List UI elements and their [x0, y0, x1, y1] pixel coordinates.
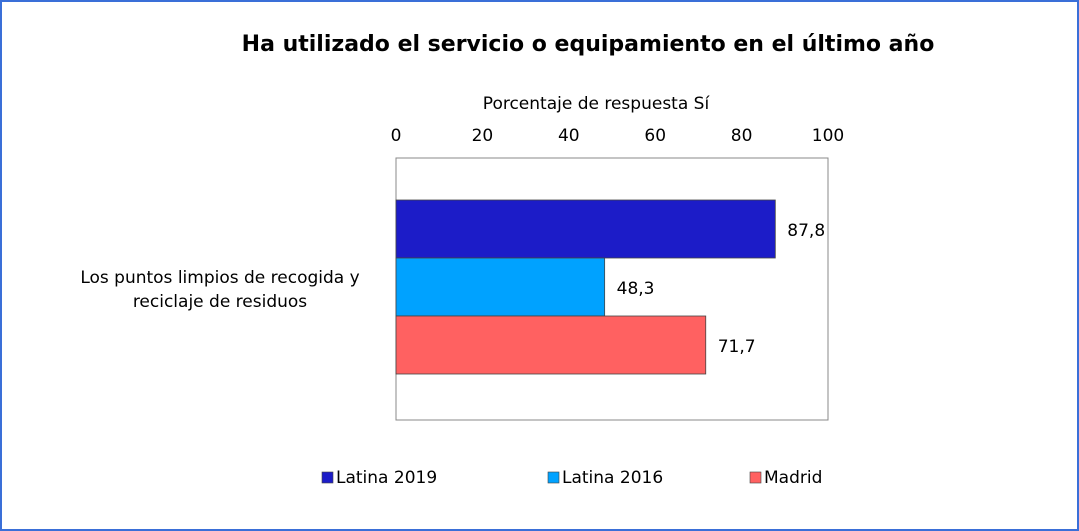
legend-label: Latina 2019 — [336, 468, 437, 488]
legend-label: Madrid — [764, 468, 822, 488]
x-tick-label: 80 — [731, 126, 753, 146]
legend-swatch — [547, 471, 560, 484]
chart-title: Ha utilizado el servicio o equipamiento … — [242, 32, 935, 57]
data-label: 48,3 — [617, 279, 655, 299]
legend-swatch — [321, 471, 334, 484]
bar — [395, 257, 606, 317]
bar — [395, 315, 707, 375]
bar — [395, 199, 776, 259]
category-label: Los puntos limpios de recogida y recicla… — [80, 268, 360, 312]
x-tick-label: 40 — [558, 126, 580, 146]
x-axis-title: Porcentaje de respuesta Sí — [483, 94, 711, 114]
x-tick-label: 0 — [391, 126, 402, 146]
x-tick-label: 60 — [644, 126, 666, 146]
x-tick-label: 20 — [472, 126, 494, 146]
data-label: 87,8 — [787, 221, 825, 241]
data-label: 71,7 — [718, 337, 756, 357]
x-tick-label: 100 — [812, 126, 844, 146]
legend-label: Latina 2016 — [562, 468, 663, 488]
legend-swatch — [749, 471, 762, 484]
